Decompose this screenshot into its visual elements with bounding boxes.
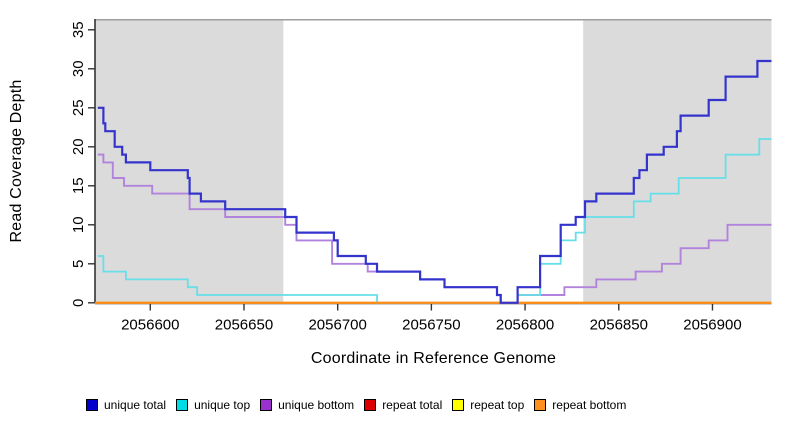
legend-label: repeat bottom [552, 398, 627, 412]
legend-item-unique-top: unique top [176, 398, 250, 412]
legend-swatch-repeat-bottom [534, 399, 547, 411]
shaded-region-1 [583, 19, 772, 304]
legend-label: unique total [104, 398, 167, 412]
series-unique-total [97, 59, 772, 304]
legend-swatch-repeat-top [452, 399, 465, 411]
legend-item-repeat-bottom: repeat bottom [534, 398, 626, 412]
x-tick-label: 2056850 [590, 317, 648, 334]
y-axis-title: Read Coverage Depth [8, 79, 25, 243]
x-tick-label: 2056800 [496, 317, 554, 334]
legend-label: unique top [194, 398, 251, 412]
legend-item-unique-total: unique total [86, 398, 166, 412]
y-tick-label: 30 [70, 60, 87, 77]
legend-label: unique bottom [278, 398, 355, 412]
legend-swatch-repeat-total [364, 399, 377, 411]
y-tick-label: 35 [70, 21, 87, 38]
legend-label: repeat top [470, 398, 525, 412]
shaded-region-0 [95, 19, 284, 304]
x-tick-label: 2056900 [683, 317, 741, 334]
legend-swatch-unique-top [176, 399, 189, 411]
x-tick-label: 2056750 [402, 317, 460, 334]
y-tick-label: 25 [70, 99, 87, 116]
legend-swatch-unique-bottom [260, 399, 273, 411]
legend-swatch-unique-total [86, 399, 98, 411]
y-tick-label: 10 [70, 216, 87, 233]
y-tick-label: 20 [70, 138, 87, 155]
x-tick-label: 2056650 [215, 317, 273, 334]
legend-item-repeat-top: repeat top [452, 398, 524, 412]
y-tick-label: 15 [70, 177, 87, 194]
y-tick-label: 0 [70, 299, 87, 307]
y-tick-label: 5 [70, 260, 87, 268]
legend: unique total unique top unique bottom repea… [86, 398, 626, 412]
legend-item-unique-bottom: unique bottom [260, 398, 354, 412]
legend-label: repeat total [382, 398, 443, 412]
x-tick-label: 2056600 [121, 317, 179, 334]
x-tick-label: 2056700 [308, 317, 366, 334]
legend-item-repeat-total: repeat total [364, 398, 442, 412]
x-axis-title: Coordinate in Reference Genome [310, 350, 557, 367]
